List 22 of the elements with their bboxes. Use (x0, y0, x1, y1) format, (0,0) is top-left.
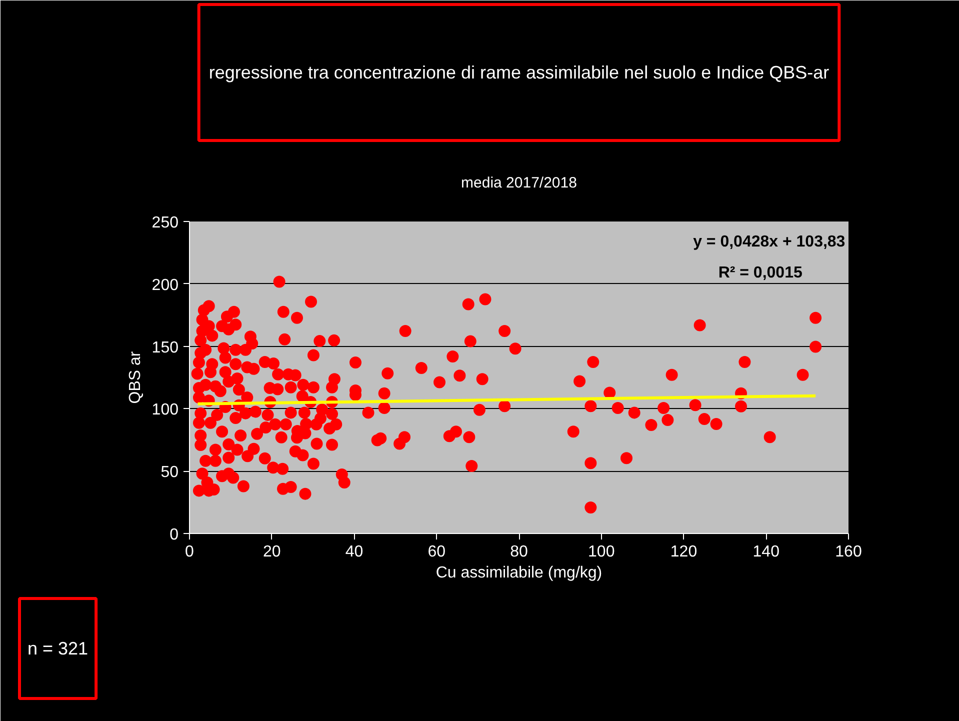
x-tick-label: 80 (510, 544, 528, 560)
x-tick-label: 40 (345, 544, 364, 560)
text: n = 321 (28, 638, 88, 658)
y-tick-label: 0 (170, 526, 179, 544)
y-tick-label: 50 (160, 464, 179, 482)
y-tick-label: 100 (152, 402, 179, 419)
x-tick-label: 0 (185, 544, 194, 560)
x-tick-label: 60 (428, 544, 446, 560)
annotation: R² = 0,0015 (718, 264, 802, 282)
x-tick-label: 140 (752, 544, 780, 560)
chart-subtitle: media 2017/2018 (461, 174, 577, 192)
x-tick-label: 100 (588, 544, 615, 560)
x-tick-label: 20 (262, 544, 281, 560)
chart-title: regressione tra concentrazione di rame assimilabile nel suolo e Indice QBS-ar (208, 62, 830, 82)
y-tick-label: 200 (152, 276, 179, 294)
y-axis-title: QBS ar (126, 350, 144, 404)
annotation: y = 0,0428x + 103,83 (693, 233, 846, 250)
y-tick-label: 150 (152, 339, 179, 356)
x-tick-label: 120 (670, 544, 698, 560)
x-tick-label: 160 (835, 544, 862, 560)
x-axis-title: Cu assimilabile (mg/kg) (436, 564, 602, 582)
y-tick-label: 250 (152, 214, 179, 232)
